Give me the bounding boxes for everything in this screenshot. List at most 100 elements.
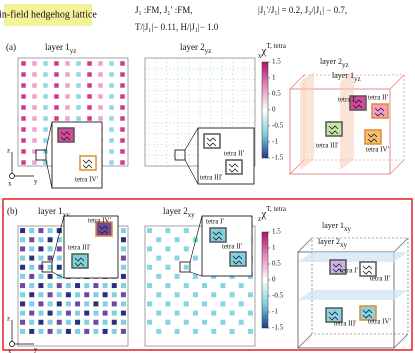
cell xyxy=(120,264,126,270)
cell xyxy=(47,310,53,316)
cell xyxy=(47,237,53,243)
cell xyxy=(147,283,153,289)
cell xyxy=(211,310,217,316)
label: tetra III′ xyxy=(200,174,223,182)
cell xyxy=(29,264,35,270)
cell xyxy=(43,138,48,143)
cell xyxy=(76,72,81,77)
layer-label: layer 2xy xyxy=(163,206,195,219)
cell xyxy=(120,246,126,252)
tetra-tile xyxy=(79,155,97,171)
cell xyxy=(211,273,217,279)
cell xyxy=(165,283,171,289)
cell xyxy=(32,160,37,165)
cell xyxy=(109,94,114,99)
cell xyxy=(147,228,153,234)
cell xyxy=(54,83,59,88)
cell xyxy=(247,292,253,298)
label: x xyxy=(8,348,12,353)
cell xyxy=(156,237,162,243)
panel-label: (a) xyxy=(6,42,16,52)
cell xyxy=(21,61,26,66)
cell xyxy=(38,228,44,234)
cell xyxy=(47,319,53,325)
cell xyxy=(20,237,26,243)
label: -0.5 xyxy=(272,122,284,130)
cell xyxy=(29,228,35,234)
cell xyxy=(38,301,44,307)
cell xyxy=(202,301,208,307)
cell xyxy=(65,83,70,88)
cell xyxy=(20,310,26,316)
tetra-tile xyxy=(203,133,221,149)
cell xyxy=(87,116,92,121)
tetra-glyph xyxy=(60,131,71,141)
label: z xyxy=(7,147,10,155)
cell xyxy=(98,105,103,110)
text: layer 2 xyxy=(320,57,342,66)
cell xyxy=(192,237,198,243)
cell xyxy=(120,116,125,121)
label: tetra IV′ xyxy=(368,318,392,326)
colorbar-label: χT, tetra x xyxy=(258,42,287,60)
cell xyxy=(84,301,90,307)
cell xyxy=(56,283,62,289)
cell xyxy=(84,292,90,298)
label: tetra IV′ xyxy=(75,176,99,184)
cell xyxy=(38,283,44,289)
label: y xyxy=(34,346,38,353)
cell xyxy=(120,319,126,325)
sub: xy xyxy=(344,225,352,233)
cell xyxy=(38,264,44,270)
cube-edge xyxy=(393,333,409,349)
cell xyxy=(98,72,103,77)
cell xyxy=(93,319,99,325)
cell xyxy=(147,246,153,252)
cell xyxy=(65,292,71,298)
cell xyxy=(84,310,90,316)
label: tetra I′ xyxy=(338,96,357,104)
cell xyxy=(102,292,108,298)
tetra-glyph xyxy=(328,125,339,135)
cell xyxy=(87,105,92,110)
cell xyxy=(29,283,35,289)
zoom-line xyxy=(51,271,65,279)
cell xyxy=(29,292,35,298)
cell xyxy=(32,61,37,66)
cell xyxy=(21,94,26,99)
plane xyxy=(298,290,408,300)
cell xyxy=(43,94,48,99)
cell xyxy=(93,310,99,316)
cell xyxy=(56,319,62,325)
param: T/|J₁|− 0.11, H/|J₁|− 1.0 xyxy=(135,22,219,32)
cell xyxy=(47,228,53,234)
label: -0.5 xyxy=(272,292,284,300)
cell xyxy=(20,273,26,279)
cell xyxy=(43,149,48,154)
colorbar-label: χT, tetra z xyxy=(258,205,287,223)
cell xyxy=(76,61,81,66)
cell xyxy=(109,149,114,154)
label: tetra II′ xyxy=(222,243,243,251)
cell xyxy=(29,319,35,325)
plane xyxy=(300,72,314,170)
zoom-box xyxy=(41,261,53,273)
cell xyxy=(54,116,59,121)
cell xyxy=(238,301,244,307)
cell xyxy=(238,319,244,325)
cell xyxy=(156,292,162,298)
cell xyxy=(38,310,44,316)
cell xyxy=(111,310,117,316)
tetra-tile xyxy=(371,103,389,119)
cell xyxy=(156,255,162,261)
cell xyxy=(165,264,171,270)
cell xyxy=(47,255,53,261)
param: J₁ :FM, J₁′ :FM, xyxy=(135,5,193,15)
cell xyxy=(192,255,198,261)
cell xyxy=(120,72,125,77)
title: in-field hedgehog lattice xyxy=(0,9,97,20)
cell xyxy=(87,61,92,66)
cell xyxy=(38,255,44,261)
cell xyxy=(109,138,114,143)
